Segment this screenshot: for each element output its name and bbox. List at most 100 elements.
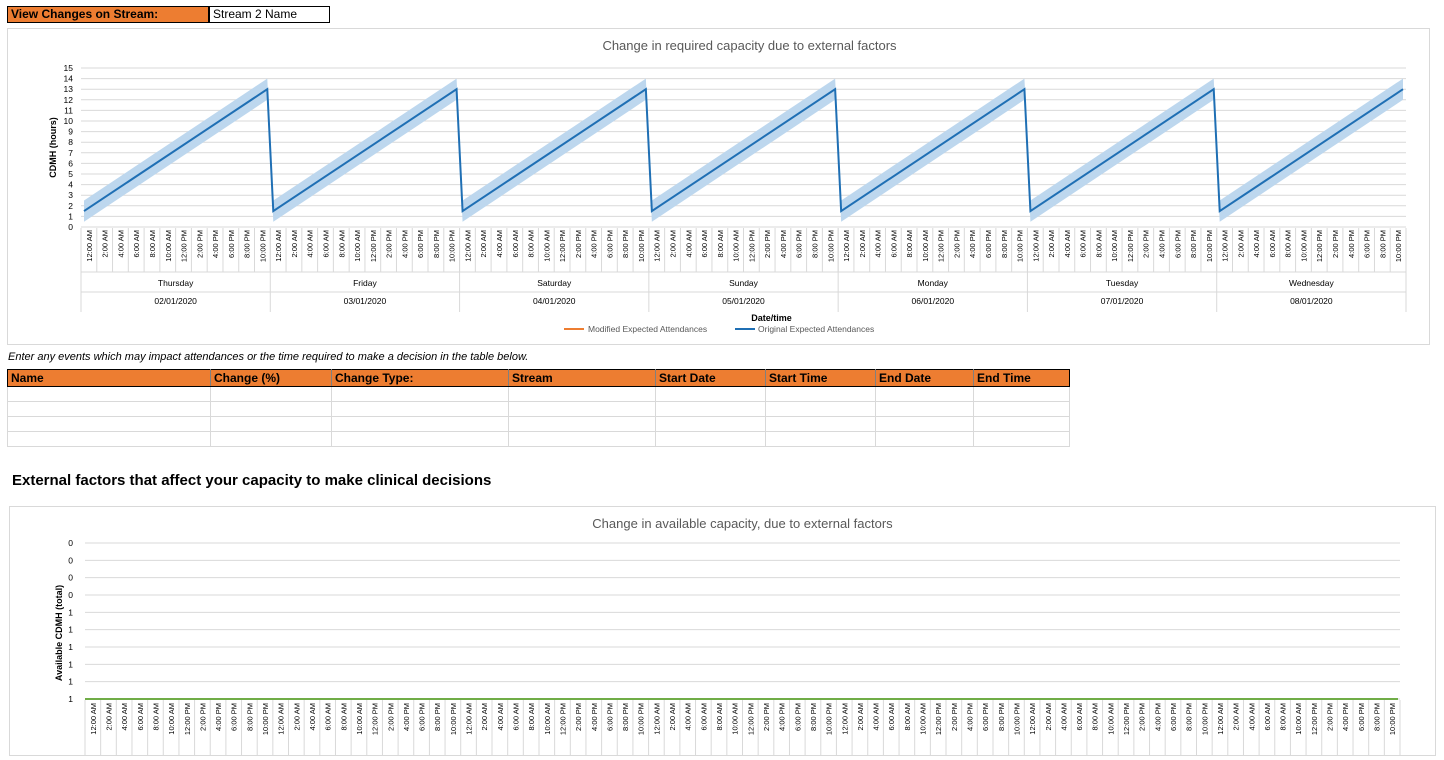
- x-tick-label: 12:00 AM: [89, 703, 98, 735]
- table-cell[interactable]: [973, 386, 1070, 402]
- table-cell[interactable]: [655, 416, 766, 432]
- col-end-time: End Time: [973, 369, 1070, 387]
- table-cell[interactable]: [973, 431, 1070, 447]
- table-cell[interactable]: [331, 386, 509, 402]
- x-tick-label: 12:00 AM: [277, 703, 286, 735]
- x-tick-label: 10:00 AM: [1299, 230, 1308, 262]
- x-day-label: Thursday: [158, 278, 194, 288]
- table-cell[interactable]: [655, 431, 766, 447]
- y-axis-label: CDMH (hours): [48, 117, 58, 178]
- table-cell[interactable]: [508, 386, 656, 402]
- table-cell[interactable]: [765, 416, 876, 432]
- x-tick-label: 8:00 AM: [337, 230, 346, 258]
- y-tick-label: 3: [68, 190, 73, 200]
- x-tick-label: 8:00 PM: [243, 230, 252, 258]
- table-cell[interactable]: [508, 431, 656, 447]
- table-cell[interactable]: [765, 401, 876, 417]
- x-day-label: Saturday: [537, 278, 572, 288]
- x-tick-label: 10:00 PM: [637, 703, 646, 735]
- table-cell[interactable]: [875, 401, 974, 417]
- table-cell[interactable]: [508, 401, 656, 417]
- table-cell[interactable]: [508, 416, 656, 432]
- x-tick-label: 10:00 AM: [542, 230, 551, 262]
- x-date-label: 06/01/2020: [912, 296, 955, 306]
- legend-label-modified: Modified Expected Attendances: [588, 324, 707, 334]
- table-cell[interactable]: [973, 401, 1070, 417]
- x-tick-label: 6:00 PM: [981, 703, 990, 731]
- table-cell[interactable]: [331, 401, 509, 417]
- x-tick-label: 10:00 PM: [1394, 230, 1403, 262]
- x-tick-label: 2:00 AM: [479, 230, 488, 258]
- x-tick-label: 6:00 AM: [1075, 703, 1084, 731]
- x-tick-label: 12:00 PM: [1310, 703, 1319, 735]
- x-tick-label: 4:00 AM: [306, 230, 315, 258]
- table-cell[interactable]: [7, 386, 211, 402]
- y-tick-label: 8: [68, 137, 73, 147]
- table-cell[interactable]: [331, 431, 509, 447]
- table-cell[interactable]: [210, 386, 332, 402]
- x-tick-label: 8:00 PM: [810, 230, 819, 258]
- x-tick-label: 4:00 AM: [496, 703, 505, 731]
- x-tick-label: 6:00 PM: [227, 230, 236, 258]
- x-tick-label: 4:00 PM: [590, 230, 599, 258]
- y-tick-label: 1: [68, 694, 73, 704]
- x-tick-label: 12:00 AM: [1216, 703, 1225, 735]
- x-tick-label: 8:00 PM: [432, 230, 441, 258]
- available-capacity-chart: Change in available capacity, due to ext…: [9, 506, 1436, 759]
- x-tick-label: 6:00 AM: [321, 230, 330, 258]
- x-tick-label: 2:00 PM: [1326, 703, 1335, 731]
- stream-selector-field[interactable]: Stream 2 Name: [209, 6, 330, 23]
- table-cell[interactable]: [7, 431, 211, 447]
- x-tick-label: 12:00 AM: [653, 230, 662, 262]
- table-cell[interactable]: [765, 431, 876, 447]
- y-tick-label: 0: [68, 555, 73, 565]
- x-tick-label: 8:00 PM: [245, 703, 254, 731]
- y-tick-label: 10: [64, 116, 74, 126]
- table-cell[interactable]: [765, 386, 876, 402]
- table-cell[interactable]: [7, 401, 211, 417]
- x-tick-label: 12:00 AM: [842, 230, 851, 262]
- x-tick-label: 10:00 AM: [1106, 703, 1115, 735]
- table-cell[interactable]: [973, 416, 1070, 432]
- x-tick-label: 2:00 AM: [1232, 703, 1241, 731]
- x-tick-label: 10:00 PM: [1388, 703, 1397, 735]
- x-tick-label: 12:00 PM: [747, 230, 756, 262]
- y-tick-label: 1: [68, 211, 73, 221]
- x-tick-label: 12:00 AM: [465, 703, 474, 735]
- table-cell[interactable]: [875, 431, 974, 447]
- x-tick-label: 4:00 PM: [779, 230, 788, 258]
- chart-title: Change in required capacity due to exter…: [602, 38, 897, 53]
- y-tick-label: 1: [68, 625, 73, 635]
- y-axis-label: Available CDMH (total): [54, 585, 64, 681]
- table-cell[interactable]: [210, 431, 332, 447]
- x-tick-label: 4:00 AM: [495, 230, 504, 258]
- table-cell[interactable]: [331, 416, 509, 432]
- x-tick-label: 6:00 AM: [887, 703, 896, 731]
- x-tick-label: 8:00 PM: [809, 703, 818, 731]
- required-capacity-chart: Change in required capacity due to exter…: [7, 28, 1430, 345]
- table-cell[interactable]: [875, 416, 974, 432]
- y-tick-label: 1: [68, 642, 73, 652]
- table-cell[interactable]: [210, 416, 332, 432]
- x-tick-label: 12:00 PM: [558, 230, 567, 262]
- x-tick-label: 4:00 AM: [1063, 230, 1072, 258]
- table-cell[interactable]: [655, 401, 766, 417]
- x-day-label: Tuesday: [1106, 278, 1139, 288]
- x-tick-label: 12:00 PM: [1315, 230, 1324, 262]
- x-tick-label: 6:00 PM: [1363, 230, 1372, 258]
- x-tick-label: 6:00 PM: [984, 230, 993, 258]
- x-tick-label: 2:00 AM: [292, 703, 301, 731]
- table-cell[interactable]: [210, 401, 332, 417]
- original-expected-line: [83, 87, 1404, 213]
- table-cell[interactable]: [875, 386, 974, 402]
- col-name: Name: [7, 369, 211, 387]
- table-cell[interactable]: [655, 386, 766, 402]
- x-tick-label: 8:00 AM: [151, 703, 160, 731]
- x-date-label: 04/01/2020: [533, 296, 576, 306]
- x-date-label: 07/01/2020: [1101, 296, 1144, 306]
- x-tick-label: 2:00 PM: [952, 230, 961, 258]
- table-cell[interactable]: [7, 416, 211, 432]
- table-row: [7, 416, 1070, 432]
- y-tick-label: 1: [68, 677, 73, 687]
- y-tick-label: 0: [68, 573, 73, 583]
